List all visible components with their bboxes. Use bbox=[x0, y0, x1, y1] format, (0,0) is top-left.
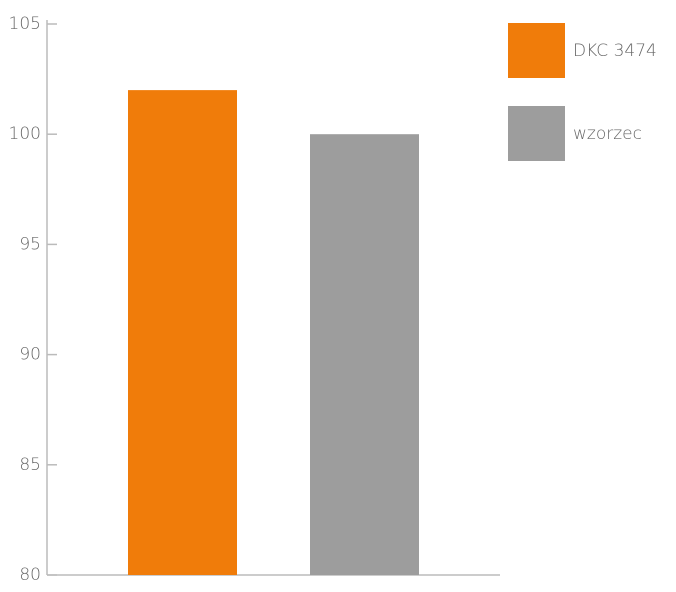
legend-swatch bbox=[508, 106, 565, 161]
y-tick-label: 100 bbox=[9, 124, 41, 144]
y-tick-label: 80 bbox=[19, 565, 41, 585]
legend-label: DKC 3474 bbox=[573, 41, 657, 61]
legend-swatch bbox=[508, 23, 565, 78]
y-tick-label: 85 bbox=[19, 455, 41, 475]
bar bbox=[310, 134, 419, 575]
legend-label: wzorzec bbox=[573, 124, 642, 144]
y-tick-label: 95 bbox=[19, 234, 41, 254]
y-tick-label: 90 bbox=[19, 345, 41, 365]
y-tick-label: 105 bbox=[9, 14, 41, 34]
bar bbox=[128, 90, 237, 576]
